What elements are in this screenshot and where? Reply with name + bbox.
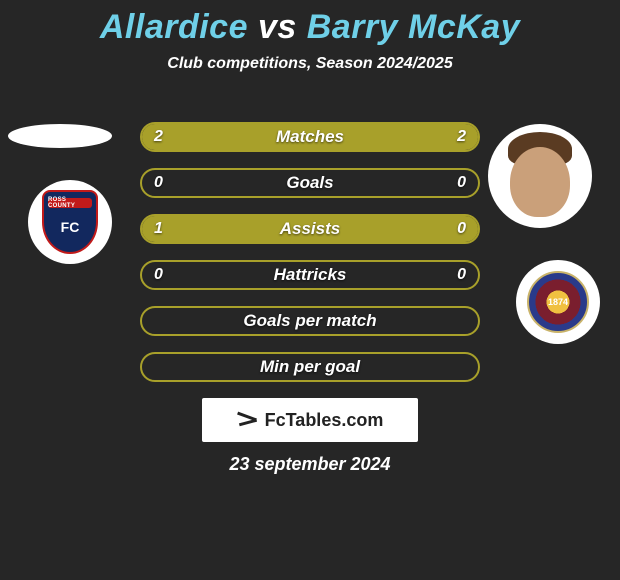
stat-label: Goals per match: [142, 308, 478, 334]
page-title: Allardice vs Barry McKay: [0, 0, 620, 47]
stat-label: Assists: [142, 216, 478, 242]
title-player1: Allardice: [100, 8, 248, 46]
player2-club-badge: 1874: [516, 260, 600, 344]
title-vs: vs: [258, 8, 297, 46]
avatar-face: [510, 147, 570, 217]
stat-value-left: 1: [154, 216, 163, 242]
stat-row: Hattricks0 0: [140, 260, 480, 290]
stat-label: Goals: [142, 170, 478, 196]
stat-row: Min per goal: [140, 352, 480, 382]
stat-label: Hattricks: [142, 262, 478, 288]
player1-club-badge: ROSS COUNTY FC: [28, 180, 112, 264]
stat-value-right: 0: [457, 216, 466, 242]
stat-row: Matches2 2: [140, 122, 480, 152]
stat-row: Goals per match: [140, 306, 480, 336]
brand-text: FcTables.com: [265, 410, 384, 431]
club2-year: 1874: [548, 297, 568, 307]
stat-value-left: 2: [154, 124, 163, 150]
club1-shield: ROSS COUNTY FC: [42, 190, 98, 254]
stat-value-left: 0: [154, 262, 163, 288]
stat-value-left: 0: [154, 170, 163, 196]
stat-label: Matches: [142, 124, 478, 150]
stat-value-right: 0: [457, 170, 466, 196]
stat-row: Goals0 0: [140, 168, 480, 198]
title-player2: Barry McKay: [307, 8, 520, 46]
club2-shield: 1874: [527, 271, 589, 333]
stat-label: Min per goal: [142, 354, 478, 380]
player1-avatar: [8, 124, 112, 148]
brand-logo-icon: [237, 409, 259, 431]
brand-badge: FcTables.com: [202, 398, 418, 442]
club1-name: ROSS COUNTY: [48, 198, 92, 208]
stat-value-right: 0: [457, 262, 466, 288]
club1-fc: FC: [61, 219, 80, 235]
stat-value-right: 2: [457, 124, 466, 150]
player2-avatar: [488, 124, 592, 228]
subtitle: Club competitions, Season 2024/2025: [0, 55, 620, 73]
stat-row: Assists1 0: [140, 214, 480, 244]
stats-container: Matches22Goals00Assists10Hattricks00Goal…: [140, 122, 480, 398]
footer-date: 23 september 2024: [0, 454, 620, 475]
